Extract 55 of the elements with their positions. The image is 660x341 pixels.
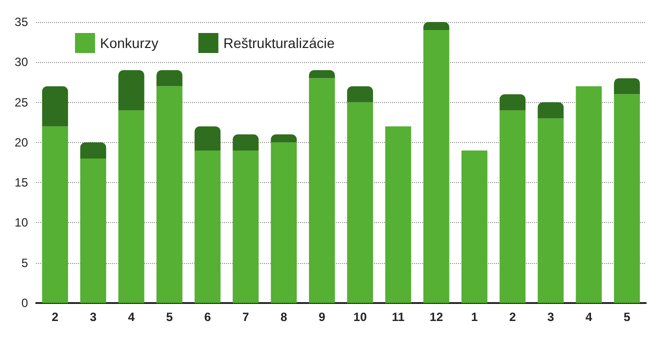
bar	[576, 86, 602, 303]
bar	[270, 134, 297, 142]
x-tick-label: 5	[624, 310, 631, 324]
x-tick-label: 12	[430, 310, 444, 324]
legend-label: Konkurzy	[100, 35, 158, 51]
x-tick-label: 5	[166, 310, 174, 324]
x-tick-label: 3	[547, 310, 554, 324]
bar	[500, 110, 526, 303]
y-tick-label: 35	[14, 15, 28, 29]
bar	[308, 78, 335, 303]
bar	[347, 86, 374, 102]
bar	[423, 22, 450, 30]
y-tick-label: 25	[14, 95, 28, 110]
x-tick-label: 1	[471, 310, 478, 324]
x-tick-label: 11	[392, 310, 405, 324]
bar	[42, 86, 68, 126]
bar	[538, 102, 564, 118]
x-tick-label: 2	[52, 310, 59, 324]
bar	[156, 86, 182, 303]
bar	[118, 70, 144, 110]
bar	[270, 142, 297, 303]
bar	[42, 126, 68, 303]
legend-label: Reštrukturalizácie	[223, 35, 335, 51]
x-tick-label: 10	[353, 310, 368, 324]
y-tick-label: 0	[21, 296, 28, 310]
y-tick-label: 15	[14, 176, 28, 190]
bar	[423, 30, 450, 303]
x-tick-label: 4	[585, 310, 592, 324]
x-tick-label: 8	[280, 310, 288, 324]
y-tick-label: 10	[14, 216, 28, 230]
bar	[118, 110, 144, 303]
y-tick-label: 5	[21, 256, 28, 270]
bar	[614, 94, 640, 303]
bar	[308, 70, 335, 78]
x-tick-label: 3	[90, 310, 97, 324]
bar	[538, 118, 564, 303]
bar	[194, 150, 221, 303]
bar	[385, 126, 412, 303]
y-tick-label: 30	[14, 55, 28, 70]
x-tick-label: 7	[242, 310, 250, 324]
bar	[156, 70, 182, 86]
y-tick-label: 20	[14, 135, 28, 150]
bar	[461, 150, 488, 303]
bar	[500, 94, 526, 110]
bar	[614, 78, 640, 94]
bar	[80, 142, 106, 158]
x-tick-label: 9	[318, 310, 326, 324]
x-tick-label: 2	[509, 310, 516, 324]
x-tick-label: 6	[204, 310, 212, 324]
bar	[194, 126, 221, 150]
bar	[347, 102, 374, 303]
bar	[232, 134, 259, 150]
bar	[80, 158, 106, 303]
x-tick-label: 4	[128, 310, 135, 324]
bar	[232, 150, 259, 303]
